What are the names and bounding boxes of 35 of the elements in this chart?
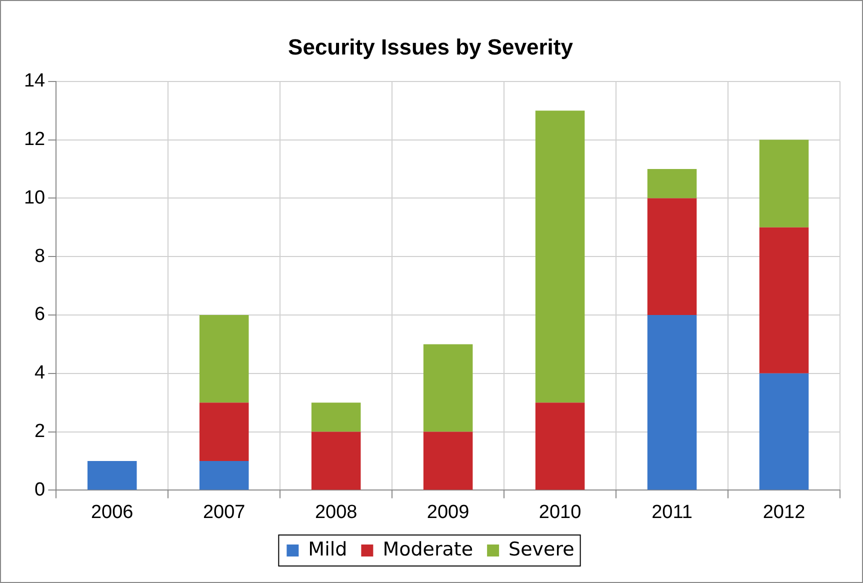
y-tick-label: 0 bbox=[34, 479, 46, 500]
x-tick-label: 2011 bbox=[652, 502, 692, 523]
y-tick-label: 10 bbox=[24, 187, 46, 208]
bar bbox=[423, 432, 473, 490]
bar bbox=[759, 227, 809, 374]
x-tick-label: 2012 bbox=[762, 502, 806, 523]
bar bbox=[647, 198, 697, 315]
bar bbox=[199, 402, 249, 461]
y-tick-label: 4 bbox=[34, 362, 46, 384]
x-tick-label: 2010 bbox=[538, 502, 582, 523]
bar bbox=[647, 315, 697, 490]
x-tick-label: 2008 bbox=[314, 502, 358, 523]
chart-title: Security Issues by Severity bbox=[288, 34, 574, 60]
x-tick-label: 2007 bbox=[202, 502, 246, 523]
y-tick-label: 8 bbox=[34, 246, 46, 267]
legend-label: Moderate bbox=[382, 538, 474, 560]
bar bbox=[535, 110, 585, 403]
bar bbox=[87, 461, 137, 490]
y-tick-label: 12 bbox=[24, 129, 46, 150]
bar bbox=[311, 402, 361, 432]
legend-label: Mild bbox=[308, 538, 348, 560]
bar bbox=[535, 402, 585, 490]
y-tick-label: 2 bbox=[34, 421, 46, 442]
y-tick-label: 6 bbox=[34, 304, 46, 326]
y-tick-label: 14 bbox=[24, 70, 46, 92]
bar bbox=[311, 432, 361, 490]
bar bbox=[759, 140, 809, 228]
bar bbox=[423, 344, 473, 432]
x-tick-label: 2009 bbox=[426, 502, 470, 523]
bar bbox=[199, 315, 249, 403]
bar bbox=[759, 373, 809, 490]
legend-label: Severe bbox=[508, 538, 574, 560]
bar bbox=[647, 169, 697, 198]
x-tick-label: 2006 bbox=[90, 502, 134, 523]
bar bbox=[199, 461, 249, 490]
